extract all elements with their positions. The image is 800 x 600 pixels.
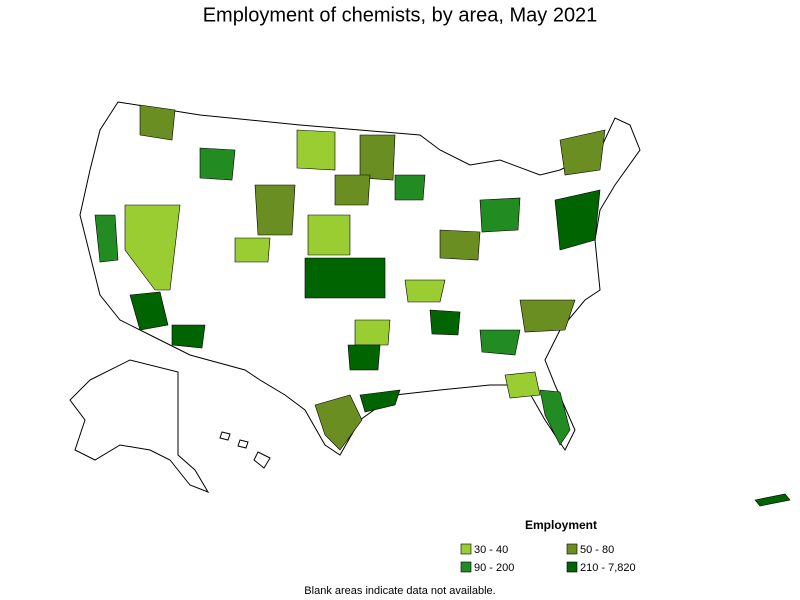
legend-swatch bbox=[460, 561, 472, 573]
area-region bbox=[347, 344, 381, 371]
area-region bbox=[296, 129, 336, 171]
legend: 30 - 40 50 - 80 90 - 200 210 - 7,820 bbox=[460, 543, 636, 574]
legend-label: 30 - 40 bbox=[474, 544, 508, 556]
area-region bbox=[354, 319, 391, 346]
area-region bbox=[554, 189, 601, 251]
legend-label: 90 - 200 bbox=[474, 562, 514, 574]
area-region bbox=[429, 309, 461, 336]
footnote: Blank areas indicate data not available. bbox=[304, 585, 495, 597]
hawaii-outline bbox=[219, 431, 271, 469]
area-region bbox=[439, 229, 481, 261]
legend-swatch bbox=[460, 543, 472, 555]
area-region bbox=[254, 184, 296, 236]
area-region bbox=[519, 299, 576, 333]
area-region bbox=[124, 204, 181, 291]
area-region bbox=[539, 389, 571, 446]
puerto-rico-region bbox=[754, 493, 791, 507]
area-region bbox=[307, 214, 351, 256]
area-regions bbox=[94, 104, 606, 451]
area-region bbox=[129, 291, 169, 331]
area-region bbox=[479, 329, 521, 356]
legend-swatch bbox=[566, 561, 578, 573]
area-region bbox=[304, 257, 386, 299]
alaska-outline bbox=[69, 359, 210, 493]
legend-title: Employment bbox=[525, 518, 597, 532]
area-region bbox=[479, 197, 521, 233]
area-region bbox=[404, 279, 446, 303]
legend-label: 210 - 7,820 bbox=[580, 562, 636, 574]
area-region bbox=[359, 134, 396, 181]
area-region bbox=[559, 129, 606, 176]
area-region bbox=[359, 389, 401, 413]
legend-swatch bbox=[566, 543, 578, 555]
area-region bbox=[199, 147, 236, 181]
area-region bbox=[334, 174, 371, 206]
map-title: Employment of chemists, by area, May 202… bbox=[203, 4, 598, 26]
area-region bbox=[139, 104, 176, 141]
area-region bbox=[504, 371, 541, 399]
legend-label: 50 - 80 bbox=[580, 544, 614, 556]
area-region bbox=[94, 214, 119, 263]
area-region bbox=[314, 394, 363, 451]
area-region bbox=[171, 324, 206, 349]
area-region bbox=[234, 237, 271, 263]
area-region bbox=[394, 174, 426, 201]
